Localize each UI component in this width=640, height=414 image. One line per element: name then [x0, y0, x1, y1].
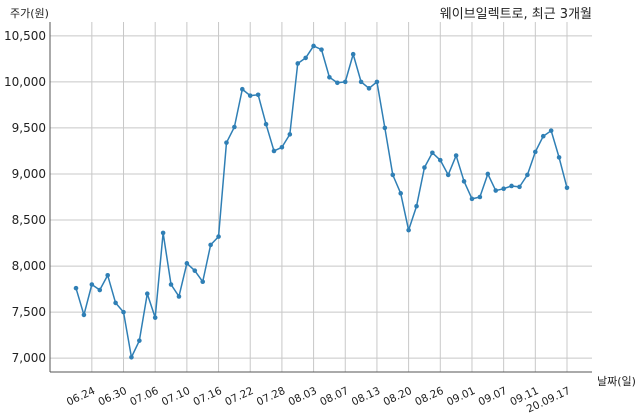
data-point: [430, 150, 435, 156]
data-point: [295, 61, 301, 66]
data-point: [129, 354, 134, 360]
data-point: [390, 172, 396, 178]
x-tick-label: 07.22: [223, 385, 255, 409]
data-point: [327, 74, 332, 80]
data-point: [113, 300, 118, 306]
data-point: [477, 194, 483, 200]
data-point: [279, 144, 285, 150]
data-point: [358, 79, 364, 85]
data-point: [453, 153, 459, 158]
data-point: [485, 171, 491, 177]
data-point: [144, 291, 150, 297]
data-point: [406, 227, 411, 233]
x-tick-label: 08.07: [318, 385, 350, 409]
data-point: [366, 86, 372, 91]
y-tick-label: 7,500: [12, 305, 46, 319]
x-tick-label: 07.28: [255, 385, 287, 409]
data-point: [517, 184, 522, 190]
y-tick-label: 9,500: [12, 121, 46, 135]
data-point: [224, 140, 229, 145]
data-point: [105, 272, 110, 278]
x-tick-label: 08.03: [287, 385, 319, 409]
x-tick-label: 06.24: [65, 385, 98, 409]
data-point: [445, 172, 451, 178]
data-point: [509, 183, 514, 189]
x-tick-label: 09.01: [445, 385, 477, 409]
x-tick-label: 08.26: [413, 385, 446, 409]
data-point: [216, 234, 221, 239]
x-tick-label: 08.20: [382, 385, 414, 409]
data-point: [414, 203, 419, 209]
data-point: [382, 125, 388, 131]
data-point: [469, 196, 475, 202]
data-point: [97, 287, 103, 293]
x-tick-label: 06.30: [96, 385, 128, 409]
y-tick-label: 8,500: [12, 213, 46, 227]
data-point: [350, 51, 356, 57]
data-point: [240, 86, 245, 92]
data-point: [422, 165, 427, 170]
data-point: [89, 282, 95, 287]
data-point: [255, 92, 261, 98]
x-tick-label: 07.10: [160, 385, 192, 409]
data-point: [556, 155, 562, 160]
data-point: [564, 185, 570, 191]
x-axis-label: 날짜(일): [597, 374, 636, 388]
data-point: [121, 309, 126, 315]
data-point: [137, 338, 142, 343]
data-point: [335, 80, 340, 86]
data-point: [263, 121, 269, 127]
data-point: [501, 186, 506, 192]
data-point: [493, 188, 499, 193]
x-tick-label: 09.07: [477, 385, 509, 409]
series-line: [75, 45, 568, 359]
axes: [49, 22, 592, 373]
y-tick-labels: 7,000 7,500 8,000 8,500 9,000 9,500 10,000 10,5…: [4, 29, 46, 365]
data-point: [176, 294, 182, 299]
y-tick-label: 10,500: [4, 29, 46, 43]
data-point: [461, 179, 467, 184]
data-point: [152, 315, 158, 320]
y-tick-label: 8,000: [12, 259, 46, 273]
chart-title: 웨이브일렉트로, 최근 3개월: [440, 7, 592, 22]
data-point: [287, 132, 293, 137]
data-point: [548, 128, 554, 133]
data-point: [81, 312, 87, 318]
data-point: [311, 43, 316, 49]
y-axis-label: 주가(원): [10, 7, 49, 20]
y-tick-label: 10,000: [4, 75, 46, 89]
data-point: [342, 79, 348, 85]
data-point: [540, 133, 546, 139]
grid-lines: [50, 22, 592, 372]
x-tick-label: 07.16: [191, 385, 224, 409]
data-point: [247, 93, 253, 98]
data-point: [192, 268, 198, 273]
data-point: [533, 149, 538, 155]
data-point: [200, 279, 206, 285]
data-point: [160, 230, 166, 236]
y-tick-label: 7,000: [12, 351, 46, 365]
data-point: [319, 47, 324, 52]
x-tick-label: 07.06: [128, 385, 161, 409]
data-point: [73, 285, 79, 291]
data-point: [184, 261, 190, 266]
data-point: [398, 191, 403, 196]
data-point: [232, 124, 237, 130]
data-point: [303, 55, 308, 61]
data-point: [374, 79, 380, 85]
data-point: [437, 157, 443, 163]
data-point: [271, 148, 277, 154]
data-point: [208, 242, 213, 248]
x-tick-label: 08.13: [350, 385, 382, 409]
data-point: [168, 282, 174, 287]
price-series: [73, 43, 570, 360]
x-tick-labels: 06.24 06.30 07.06 07.10 07.16 07.22 07.28 08.03…: [65, 385, 572, 414]
data-point: [525, 172, 530, 178]
y-tick-label: 9,000: [12, 167, 46, 181]
